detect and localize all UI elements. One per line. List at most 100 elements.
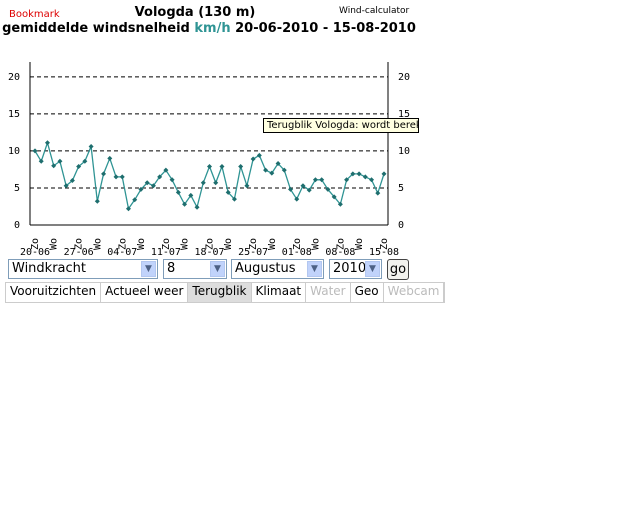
x-tick-label: 18-07: [194, 247, 224, 256]
go-button[interactable]: go: [387, 259, 409, 280]
marker: [163, 167, 169, 173]
calculator-link[interactable]: Wind-calculator: [339, 6, 410, 16]
tooltip: Terugblik Vologda: wordt bereke: [263, 118, 419, 133]
marker: [312, 177, 318, 183]
unit: km/h: [194, 21, 231, 36]
chart: 0 0 5 5 10 10 15 15 20 20 20-06 27-06 04-07 11-07 18-0…: [8, 62, 410, 256]
marker: [362, 174, 368, 180]
marker: [275, 161, 281, 167]
marker: [44, 140, 50, 146]
marker: [244, 183, 250, 189]
weekday-label: Zo: [74, 238, 85, 250]
x-tick-label: 25-07: [238, 247, 268, 256]
weekday-label: Zo: [379, 238, 390, 250]
marker: [238, 163, 244, 169]
marker: [51, 163, 57, 169]
select-value: 8: [167, 261, 176, 276]
y-tick-label: 5: [14, 183, 20, 194]
subtitle: gemiddelde windsnelheid km/h 20-06-2010 …: [0, 21, 418, 36]
y2-tick-label: 15: [398, 109, 410, 120]
weekday-label: Wo: [180, 238, 191, 250]
select-value: Windkracht: [12, 261, 86, 276]
marker: [331, 194, 337, 200]
select-value: Augustus: [235, 261, 296, 276]
marker: [88, 143, 94, 149]
marker: [113, 174, 119, 180]
weekday-label: Wo: [310, 238, 321, 250]
weekday-label: Zo: [161, 238, 172, 250]
marker: [207, 163, 212, 169]
marker: [250, 156, 256, 162]
tab: Water: [306, 283, 351, 302]
y-tick-label: 20: [8, 72, 20, 83]
weekday-label: Wo: [267, 238, 278, 250]
x-tick-label: 04-07: [107, 247, 137, 256]
title: Vologda (130 m): [134, 5, 256, 20]
marker: [306, 187, 312, 193]
marker: [125, 206, 131, 212]
dropdown-arrow[interactable]: ▼: [210, 261, 225, 277]
marker: [57, 158, 63, 164]
marker: [213, 180, 219, 186]
x-tick-label: 27-06: [64, 247, 94, 256]
weekday-label: Wo: [223, 238, 234, 250]
select[interactable]: Windkracht ▼: [8, 259, 158, 279]
marker: [69, 178, 75, 184]
line: [34, 140, 385, 211]
marker: [107, 155, 113, 161]
dropdown-arrow[interactable]: ▼: [307, 261, 322, 277]
marker: [219, 163, 225, 169]
weekday-label: Zo: [248, 238, 259, 250]
marker: [369, 177, 375, 183]
period: 20-06-2010 - 15-08-2010: [235, 21, 416, 36]
marker: [138, 186, 144, 192]
header: Bookmark Vologda (130 m) Wind-calculator…: [0, 0, 418, 40]
marker: [38, 158, 44, 164]
weekday-label: Zo: [117, 238, 128, 250]
y-tick-label: 15: [8, 109, 20, 120]
select[interactable]: Augustus ▼: [231, 259, 324, 279]
marker: [94, 198, 100, 204]
y2-tick-label: 20: [398, 72, 410, 83]
marker: [175, 189, 181, 195]
marker: [82, 158, 88, 164]
marker: [119, 174, 125, 180]
marker: [225, 189, 231, 195]
weekday-label: Zo: [205, 238, 216, 250]
marker: [325, 186, 331, 192]
tabs: Vooruitzichten Actueel weer Terugblik Klima…: [5, 282, 446, 303]
weekday-label: Wo: [354, 238, 365, 250]
select[interactable]: 8 ▼: [163, 259, 227, 279]
y2-tick-label: 5: [398, 183, 404, 194]
marker: [300, 183, 306, 189]
select-value: 2010: [333, 261, 367, 276]
marker: [169, 177, 175, 183]
bookmark-link[interactable]: Bookmark: [9, 9, 60, 20]
marker: [319, 177, 325, 183]
marker: [288, 186, 294, 192]
tab[interactable]: Terugblik: [188, 283, 252, 302]
marker: [375, 190, 381, 196]
marker: [256, 152, 262, 158]
tab[interactable]: Klimaat: [252, 283, 307, 302]
tab[interactable]: Geo: [351, 283, 384, 302]
marker: [269, 170, 275, 176]
tab: Webcam: [384, 283, 445, 302]
y-tick-label: 10: [8, 146, 20, 157]
select[interactable]: 2010 ▼: [329, 259, 382, 279]
marker: [144, 180, 150, 186]
weekday-label: Zo: [30, 238, 41, 250]
marker: [281, 167, 287, 173]
marker: [200, 180, 206, 186]
x-tick-label: 11-07: [151, 247, 181, 256]
x-tick-label: 08-08: [325, 247, 355, 256]
x-tick-label: 15-08: [369, 247, 399, 256]
tab[interactable]: Vooruitzichten: [6, 283, 102, 302]
tab[interactable]: Actueel weer: [101, 283, 189, 302]
dropdown-arrow[interactable]: ▼: [365, 261, 380, 277]
marker: [132, 197, 138, 203]
dropdown-arrow[interactable]: ▼: [141, 261, 156, 277]
marker: [182, 201, 188, 207]
marker: [231, 196, 237, 202]
